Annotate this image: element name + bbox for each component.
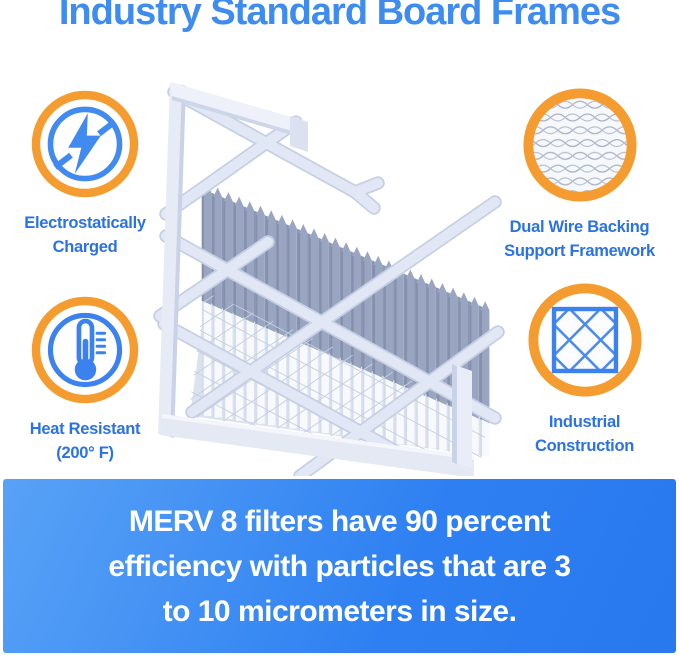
feature-label-line: (200° F) — [56, 444, 114, 462]
filter-frame — [158, 82, 474, 476]
banner-line: to 10 micrometers in size. — [162, 594, 517, 628]
feature-label-line: Dual Wire Backing — [509, 218, 650, 236]
lightning-icon — [29, 88, 141, 200]
info-banner: MERV 8 filters have 90 percent efficienc… — [3, 479, 676, 653]
wire-mesh-icon — [521, 86, 639, 204]
feature-wire-backing: Dual Wire Backing Support Framework — [492, 86, 667, 263]
feature-label-line: Support Framework — [504, 242, 655, 260]
banner-line: efficiency with particles that are 3 — [108, 549, 571, 583]
feature-label-line: Industrial — [548, 413, 621, 431]
air-filter-product-image — [150, 82, 515, 476]
feature-label-line: Construction — [534, 437, 635, 455]
lattice-grid-icon — [526, 281, 644, 399]
feature-label-line: Charged — [52, 238, 118, 256]
feature-electrostatic: Electrostatically Charged — [0, 88, 170, 259]
page-title: Industry Standard Board Frames — [58, 0, 621, 33]
feature-industrial-construction: Industrial Construction — [497, 281, 672, 458]
feature-label-line: Electrostatically — [24, 214, 146, 232]
banner-line: MERV 8 filters have 90 percent — [128, 504, 551, 538]
feature-heat-resistant: Heat Resistant (200° F) — [0, 294, 170, 465]
feature-label-line: Heat Resistant — [29, 420, 141, 438]
thermometer-icon — [29, 294, 141, 406]
